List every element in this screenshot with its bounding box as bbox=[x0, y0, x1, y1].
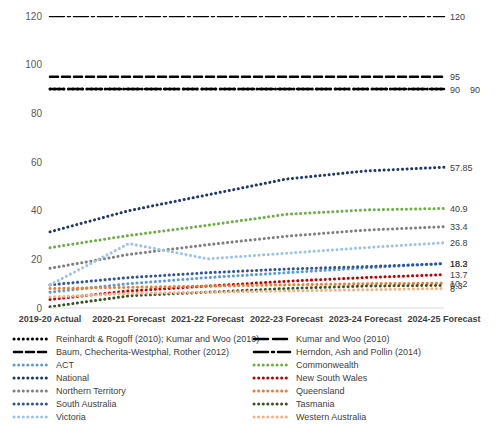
html-text:Herndon, Ash and Pollin (2014): Herndon, Ash and Pollin (2014) bbox=[296, 346, 422, 357]
html-text:Tasmania: Tasmania bbox=[296, 398, 335, 409]
html-text:Commonwealth: Commonwealth bbox=[296, 359, 359, 370]
svg-text:2022-23 Forecast: 2022-23 Forecast bbox=[250, 314, 323, 324]
html-text:ACT: ACT bbox=[56, 359, 74, 370]
svg-text:80: 80 bbox=[31, 108, 43, 119]
svg-text:2019-20 Actual: 2019-20 Actual bbox=[19, 314, 82, 324]
svg-text:40: 40 bbox=[31, 205, 43, 216]
html-text:Northern Territory: Northern Territory bbox=[56, 385, 126, 396]
svg-text:100: 100 bbox=[25, 59, 42, 70]
svg-text:60: 60 bbox=[31, 157, 43, 168]
svg-text:18.2: 18.2 bbox=[450, 259, 468, 269]
svg-text:0: 0 bbox=[36, 303, 42, 314]
svg-text:9.3: 9.3 bbox=[450, 280, 463, 291]
svg-text:57.85: 57.85 bbox=[450, 163, 473, 173]
svg-text:26.8: 26.8 bbox=[450, 238, 468, 248]
html-text:Baum, Checherita-Westphal, Rot: Baum, Checherita-Westphal, Rother (2012) bbox=[56, 346, 229, 357]
svg-text:8: 8 bbox=[450, 284, 455, 294]
svg-text:95: 95 bbox=[450, 72, 460, 82]
html-text:Queensland: Queensland bbox=[296, 385, 345, 396]
html-text:National: National bbox=[56, 372, 89, 383]
svg-text:2024-25 Forecast: 2024-25 Forecast bbox=[407, 314, 480, 324]
svg-text:33.4: 33.4 bbox=[450, 222, 468, 232]
svg-text:90: 90 bbox=[470, 85, 480, 95]
svg-text:2023-24 Forecast: 2023-24 Forecast bbox=[329, 314, 402, 324]
svg-text:20: 20 bbox=[31, 254, 43, 265]
svg-text:120: 120 bbox=[450, 12, 465, 22]
svg-text:2020-21 Forecast: 2020-21 Forecast bbox=[92, 314, 165, 324]
html-text:South Australia: South Australia bbox=[56, 398, 117, 409]
svg-text:40.9: 40.9 bbox=[450, 204, 468, 214]
html-text:New South Wales: New South Wales bbox=[296, 372, 368, 383]
svg-text:90: 90 bbox=[450, 85, 460, 95]
html-text:Western Australia: Western Australia bbox=[296, 411, 367, 422]
svg-text:18.3: 18.3 bbox=[450, 259, 468, 269]
html-text:Victoria: Victoria bbox=[56, 411, 86, 422]
html-text:Kumar and Woo (2010): Kumar and Woo (2010) bbox=[296, 333, 390, 344]
svg-text:120: 120 bbox=[25, 11, 42, 22]
svg-text:13.7: 13.7 bbox=[450, 270, 468, 281]
html-text:Reinhardt & Rogoff (2010); Kum: Reinhardt & Rogoff (2010); Kumar and Woo… bbox=[56, 333, 260, 344]
svg-text:2021-22 Forecast: 2021-22 Forecast bbox=[171, 314, 244, 324]
